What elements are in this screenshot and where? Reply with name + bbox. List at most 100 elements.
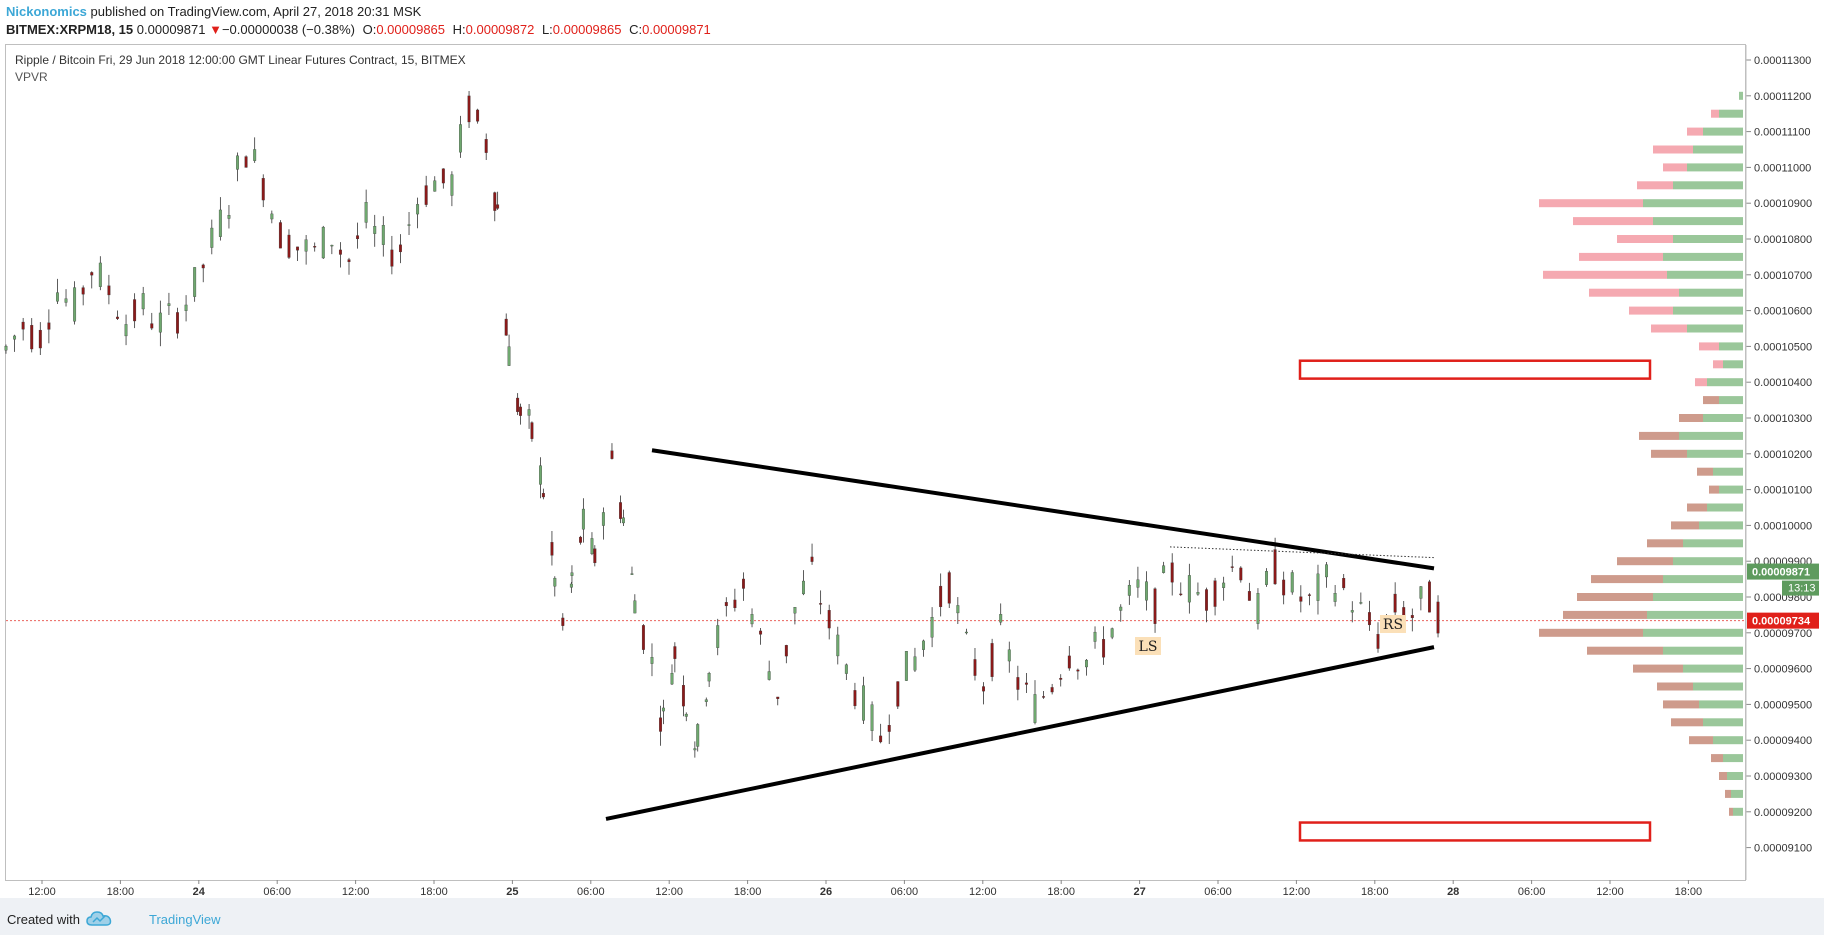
candle-down — [296, 246, 299, 251]
candle-up — [184, 304, 188, 311]
candle-down — [1299, 596, 1303, 602]
volume-profile-up-bar — [1733, 807, 1743, 816]
published-text: published on TradingView.com, April 27, … — [90, 4, 422, 19]
candle-up — [1085, 659, 1088, 668]
x-axis-tick-label: 06:00 — [577, 886, 605, 898]
candle-down — [1050, 687, 1054, 693]
candle-up — [1419, 586, 1423, 599]
volume-profile-down-bar — [1695, 378, 1707, 387]
y-axis-tick-label: 0.00009500 — [1754, 699, 1812, 711]
candle-down — [313, 246, 317, 248]
volume-profile-up-bar — [1731, 789, 1743, 798]
candle-up — [956, 605, 960, 614]
candle-down — [659, 717, 663, 732]
candle-up — [141, 293, 145, 310]
volume-profile-up-bar — [1673, 235, 1743, 243]
x-axis-tick-label: 26 — [820, 886, 832, 898]
y-axis-tick-label: 0.00010500 — [1754, 341, 1812, 353]
tradingview-link[interactable]: TradingView — [149, 912, 221, 927]
x-axis-tick-label: 12:00 — [1596, 886, 1624, 898]
volume-profile-up-bar — [1687, 163, 1743, 172]
y-axis-tick-label: 0.00009200 — [1754, 807, 1812, 819]
candle-down — [484, 139, 488, 153]
volume-profile-up-bar — [1673, 306, 1743, 315]
candle-down — [1016, 677, 1020, 690]
volume-profile-down-bar — [1579, 252, 1663, 261]
candle-up — [450, 174, 454, 196]
volume-profile-down-bar — [1709, 485, 1719, 494]
volume-profile-down-bar — [1577, 593, 1653, 601]
candle-up — [904, 651, 908, 681]
tradingview-cloud-icon[interactable] — [86, 909, 112, 929]
candle-down — [982, 686, 985, 692]
candle-down — [810, 556, 814, 562]
zone-rectangle[interactable] — [1298, 821, 1652, 842]
candle-down — [742, 578, 745, 589]
candle-up — [539, 465, 542, 485]
candle-down — [90, 272, 94, 276]
y-axis-tick-label: 0.00010800 — [1754, 234, 1812, 246]
candle-up — [870, 704, 874, 731]
y-axis-tick-label: 0.00009300 — [1754, 771, 1812, 783]
candle-down — [1076, 669, 1080, 672]
candle-down — [879, 735, 883, 743]
candle-up — [964, 631, 968, 634]
candle-down — [973, 659, 977, 676]
volume-profile-down-bar — [1647, 539, 1683, 548]
volume-profile-up-bar — [1643, 628, 1743, 637]
indicator-label[interactable]: VPVR — [15, 70, 48, 84]
current-price-label: 0.00009871 — [1752, 567, 1810, 579]
candle-down — [681, 685, 685, 707]
reference-price-label: 0.00009734 — [1752, 616, 1811, 628]
candle-down — [1247, 591, 1251, 601]
candle-down — [1428, 581, 1431, 613]
candle-down — [1436, 601, 1440, 634]
candle-up — [227, 215, 231, 219]
x-axis-tick-label: 18:00 — [734, 886, 762, 898]
volume-profile-down-bar — [1689, 736, 1713, 745]
candle-up — [793, 607, 797, 614]
triangle-lower-trendline[interactable] — [605, 645, 1435, 821]
volume-profile-up-bar — [1707, 378, 1743, 387]
volume-profile-up-bar — [1703, 127, 1743, 136]
x-axis-tick-label: 25 — [506, 886, 518, 898]
countdown-label: 13:13 — [1788, 583, 1816, 595]
candle-down — [550, 542, 554, 556]
candle-up — [321, 226, 325, 259]
volume-profile-down-bar — [1617, 235, 1673, 243]
high-value: 0.00009872 — [465, 22, 535, 37]
candle-down — [338, 249, 342, 255]
volume-profile-up-bar — [1739, 91, 1743, 100]
candle-up — [922, 640, 925, 650]
volume-profile-down-bar — [1713, 360, 1723, 369]
volume-profile-up-bar — [1707, 503, 1743, 512]
x-axis-tick-label: 28 — [1447, 886, 1459, 898]
zone-rectangle[interactable] — [1298, 359, 1652, 380]
candle-up — [1316, 573, 1320, 601]
annotation-label[interactable]: RS — [1383, 617, 1403, 633]
candle-up — [707, 673, 711, 682]
candle-down — [1024, 682, 1028, 685]
candle-down — [673, 646, 677, 659]
candle-up — [364, 202, 368, 223]
close-value: 0.00009871 — [642, 22, 711, 37]
candle-down — [467, 95, 471, 123]
triangle-upper-trendline[interactable] — [651, 448, 1435, 571]
volume-profile-down-bar — [1671, 718, 1703, 727]
annotation-label[interactable]: LS — [1139, 639, 1158, 655]
candle-down — [887, 725, 891, 732]
volume-profile-down-bar — [1671, 521, 1699, 530]
volume-profile-down-bar — [1651, 449, 1687, 458]
y-axis-tick-label: 0.00009600 — [1754, 664, 1812, 676]
candle-down — [1273, 549, 1277, 585]
candle-down — [733, 599, 737, 609]
candle-up — [407, 224, 411, 226]
volume-profile-down-bar — [1563, 610, 1647, 619]
candle-up — [1093, 631, 1097, 642]
volume-profile-down-bar — [1657, 682, 1693, 691]
author-link[interactable]: Nickonomics — [6, 4, 87, 19]
candle-down — [476, 109, 480, 122]
candle-up — [767, 671, 771, 680]
candle-down — [424, 185, 428, 205]
